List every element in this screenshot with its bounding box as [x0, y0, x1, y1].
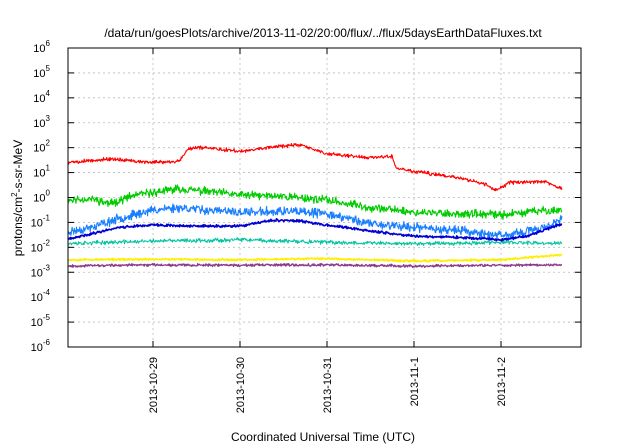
y-axis-label-base: protons/cm [11, 197, 25, 256]
y-tick-label-exp: -5 [43, 313, 51, 322]
y-tick-label: 102 [33, 139, 50, 155]
y-tick-label: 10-5 [31, 313, 51, 329]
y-tick-label: 10-2 [31, 238, 51, 254]
x-tick-label: 2013-10-30 [235, 357, 247, 413]
y-tick-label-base: 10 [31, 342, 43, 354]
y-tick-label: 101 [33, 164, 50, 180]
series-line-3 [68, 142, 563, 192]
chart-title: /data/run/goesPlots/archive/2013-11-02/2… [104, 26, 542, 40]
y-tick-label: 10-3 [31, 263, 51, 279]
series-line-4 [68, 237, 563, 247]
series-group [68, 142, 563, 269]
y-tick-label-base: 10 [33, 193, 45, 205]
y-axis-label-sup: 2 [10, 192, 19, 197]
y-tick-label-base: 10 [33, 68, 45, 80]
grid [68, 48, 581, 347]
y-tick-label-base: 10 [33, 118, 45, 130]
y-tick-label: 10-1 [31, 213, 51, 229]
y-tick-label-base: 10 [31, 267, 43, 279]
series-line-1 [68, 184, 563, 220]
x-axis-label: Coordinated Universal Time (UTC) [231, 430, 415, 444]
y-tick-label: 103 [33, 114, 50, 130]
y-tick-label-exp: -4 [43, 288, 51, 297]
x-tick-label: 2013-11-2 [496, 357, 508, 406]
y-tick-label-exp: -6 [43, 338, 51, 347]
series-line-5 [68, 218, 563, 242]
x-tick-label: 2013-10-31 [322, 357, 334, 413]
y-tick-label: 10-6 [31, 338, 51, 354]
y-tick-label-exp: 1 [46, 164, 51, 173]
series-line-2 [68, 203, 563, 240]
y-tick-label: 10-4 [31, 288, 51, 304]
y-tick-label: 105 [33, 64, 50, 80]
y-tick-label-base: 10 [31, 217, 43, 229]
y-tick-label-exp: -1 [43, 213, 51, 222]
y-tick-label-exp: -2 [43, 238, 51, 247]
y-tick-label-exp: 5 [46, 64, 51, 73]
series-line-7 [68, 262, 562, 269]
y-tick-label-base: 10 [33, 168, 45, 180]
y-axis-label-rest: -s-sr-MeV [11, 140, 25, 193]
series-line-6 [68, 253, 563, 263]
y-tick-label-base: 10 [31, 317, 43, 329]
y-tick-label-exp: 6 [46, 39, 51, 48]
y-tick-label-base: 10 [33, 93, 45, 105]
x-tick-label: 2013-10-29 [148, 357, 160, 413]
y-tick-label-exp: 0 [46, 189, 51, 198]
y-tick-label-base: 10 [33, 43, 45, 55]
y-tick-label-exp: 4 [46, 89, 51, 98]
y-tick-label-base: 10 [31, 242, 43, 254]
y-tick-label-base: 10 [31, 292, 43, 304]
y-axis-label: protons/cm2-s-sr-MeV [10, 140, 25, 256]
y-tick-label-base: 10 [33, 143, 45, 155]
y-tick-label-exp: -3 [43, 263, 51, 272]
y-axis: 10610510410310210110010-110-210-310-410-… [31, 39, 581, 354]
x-tick-label: 2013-11-1 [409, 357, 421, 406]
y-tick-label-exp: 2 [46, 139, 51, 148]
y-tick-label: 104 [33, 89, 50, 105]
y-tick-label: 106 [33, 39, 50, 55]
y-tick-label: 100 [33, 189, 50, 205]
x-axis: 2013-10-29 2013-10-30 2013-10-31 2013-11-1 2… [148, 48, 508, 413]
y-tick-label-exp: 3 [46, 114, 51, 123]
